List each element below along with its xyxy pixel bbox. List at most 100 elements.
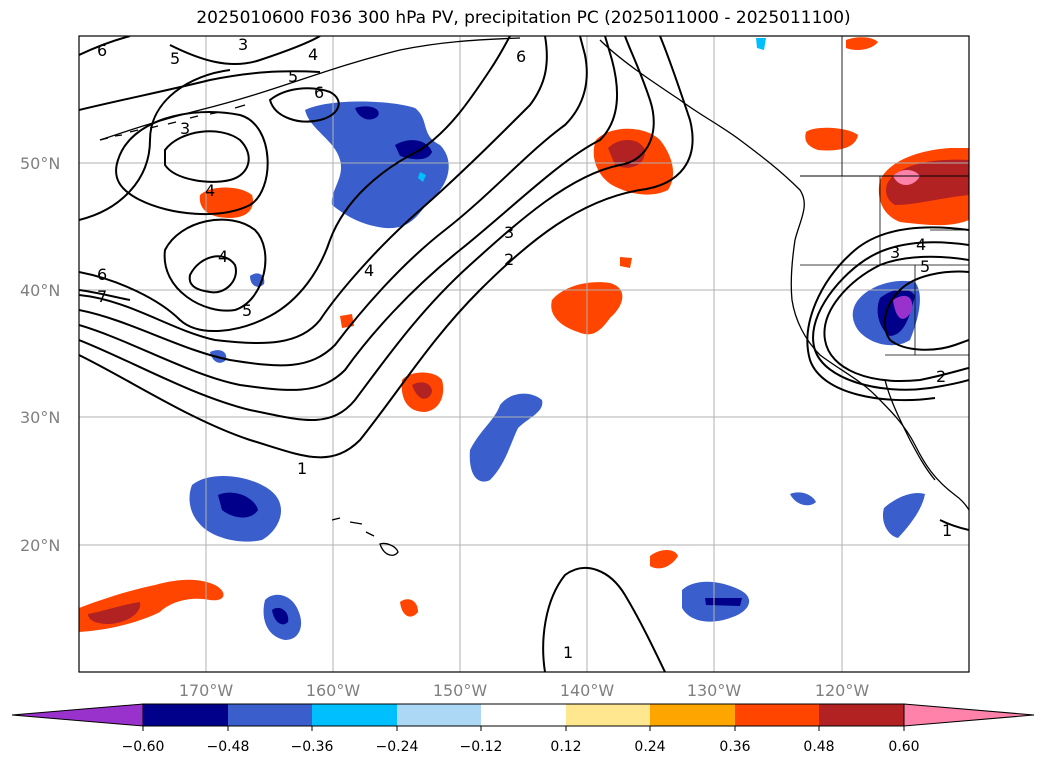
- colorbar-bin: [312, 704, 397, 726]
- pv-contour-east: [806, 226, 969, 402]
- contour-label: 3: [180, 119, 190, 138]
- contour-label: 5: [288, 67, 298, 86]
- pv-contour-5: [79, 36, 548, 345]
- pc-negative-area: [305, 101, 449, 229]
- contour-label: 4: [205, 181, 215, 200]
- contour-label: 1: [297, 459, 307, 478]
- pc-positive-core: [608, 139, 646, 168]
- colorbar-tick-label: 0.12: [550, 739, 581, 755]
- colorbar-bin: [566, 704, 650, 726]
- pc-negative-area: [882, 492, 925, 538]
- pc-negative-extreme: [893, 295, 913, 319]
- lon-label: 150°W: [433, 681, 488, 700]
- colorbar-tick-label: 0.36: [719, 739, 750, 755]
- contour-label: 5: [242, 301, 252, 320]
- pc-positive-area: [400, 599, 418, 617]
- colorbar-tick-label: −0.24: [376, 739, 419, 755]
- colorbar-tick-label: −0.36: [291, 739, 334, 755]
- lon-label: 160°W: [306, 681, 361, 700]
- colorbar-tick-label: −0.12: [460, 739, 503, 755]
- hawaii-islands: [331, 517, 399, 556]
- contour-label: 4: [218, 247, 228, 266]
- aleutian-islands: [99, 104, 246, 141]
- contour-label: 6: [314, 83, 324, 102]
- us-west-coast: [790, 239, 969, 511]
- contour-label: 4: [308, 45, 318, 64]
- pv-contour-6: [79, 36, 511, 332]
- pc-positive-core: [412, 382, 432, 399]
- lat-label: 40°N: [20, 281, 60, 300]
- contour-label: 3: [238, 35, 248, 54]
- contour-label: 1: [942, 521, 952, 540]
- pc-positive-area: [620, 257, 632, 268]
- contour-label: 2: [936, 367, 946, 386]
- pv-contour-east: [939, 519, 969, 531]
- colorbar-tick-label: −0.60: [122, 739, 165, 755]
- colorbar-tick-label: 0.48: [803, 739, 834, 755]
- lon-label: 130°W: [687, 681, 742, 700]
- pc-positive-area: [340, 314, 354, 328]
- contour-label: 6: [97, 265, 107, 284]
- pc-negative-core: [272, 607, 289, 625]
- colorbar-bin: [819, 704, 904, 726]
- pv-contour-east: [823, 255, 969, 382]
- pv-contour: [79, 69, 231, 221]
- contour-label: 6: [516, 47, 526, 66]
- colorbar-extend-high: [903, 703, 1035, 727]
- pv-contour-closed: [268, 87, 340, 123]
- pc-positive-area: [650, 550, 678, 569]
- pc-negative-area: [469, 393, 543, 482]
- pc-positive-area: [199, 187, 254, 218]
- pv-contour: [79, 70, 321, 111]
- pv-contour-east: [883, 270, 969, 351]
- pc-negative-light: [418, 172, 426, 182]
- contour-label: 1: [563, 643, 573, 662]
- contour-label: 3: [504, 223, 514, 242]
- pc-positive-area: [846, 37, 878, 50]
- pv-contour-4: [79, 36, 588, 367]
- lon-label: 120°W: [815, 681, 870, 700]
- colorbar-bin: [481, 704, 566, 726]
- pv-contour: [169, 36, 321, 66]
- contour-label: 4: [916, 235, 926, 254]
- contour-label: 4: [364, 261, 374, 280]
- lon-label: 170°W: [179, 681, 234, 700]
- colorbar-tick-label: 0.24: [634, 739, 665, 755]
- contour-label: 6: [97, 41, 107, 60]
- contour-label: 3: [890, 243, 900, 262]
- colorbar-bin: [228, 704, 312, 726]
- gridlines: [79, 36, 969, 672]
- lat-label: 50°N: [20, 154, 60, 173]
- pv-contour-labels: 6 3 5 4 5 6 6 3 4 4 5 6 7 3 2 4 1 1 3 4 …: [97, 35, 952, 662]
- pv-contour-2: [79, 36, 655, 421]
- pc-negative-core: [395, 140, 432, 160]
- pv-contour-closed: [115, 111, 269, 215]
- pv-contour-3: [79, 36, 618, 391]
- colorbar-bin: [650, 704, 735, 726]
- contour-label: 5: [920, 257, 930, 276]
- pc-negative-area: [756, 38, 766, 50]
- pv-contour-closed: [164, 130, 250, 183]
- longitude-labels: 170°W 160°W 150°W 140°W 130°W 120°W: [179, 681, 870, 700]
- pc-positive-core: [88, 602, 141, 624]
- lat-label: 20°N: [20, 536, 60, 555]
- colorbar-tick-label: 0.60: [888, 739, 919, 755]
- contour-label: 5: [170, 49, 180, 68]
- colorbar-tick-label: −0.48: [207, 739, 250, 755]
- colorbar-bin: [143, 704, 228, 726]
- pv-contour-closed: [188, 255, 237, 294]
- pc-negative-core: [355, 106, 379, 120]
- pc-negative-core: [705, 598, 742, 606]
- contour-label: 7: [97, 287, 107, 306]
- pv-contour-south: [542, 566, 666, 672]
- alaska-panhandle-coast: [599, 39, 805, 241]
- latitude-labels: 50°N 40°N 30°N 20°N: [20, 154, 60, 555]
- colorbar: −0.60 −0.48 −0.36 −0.24 −0.12 0.12 0.24 …: [11, 703, 1035, 755]
- pv-contour-7: [79, 289, 131, 301]
- pc-positive-area: [805, 127, 858, 151]
- pv-contour-east: [812, 241, 969, 391]
- pc-negative-area: [790, 492, 816, 506]
- pv-contour: [79, 36, 131, 56]
- colorbar-bin: [397, 704, 481, 726]
